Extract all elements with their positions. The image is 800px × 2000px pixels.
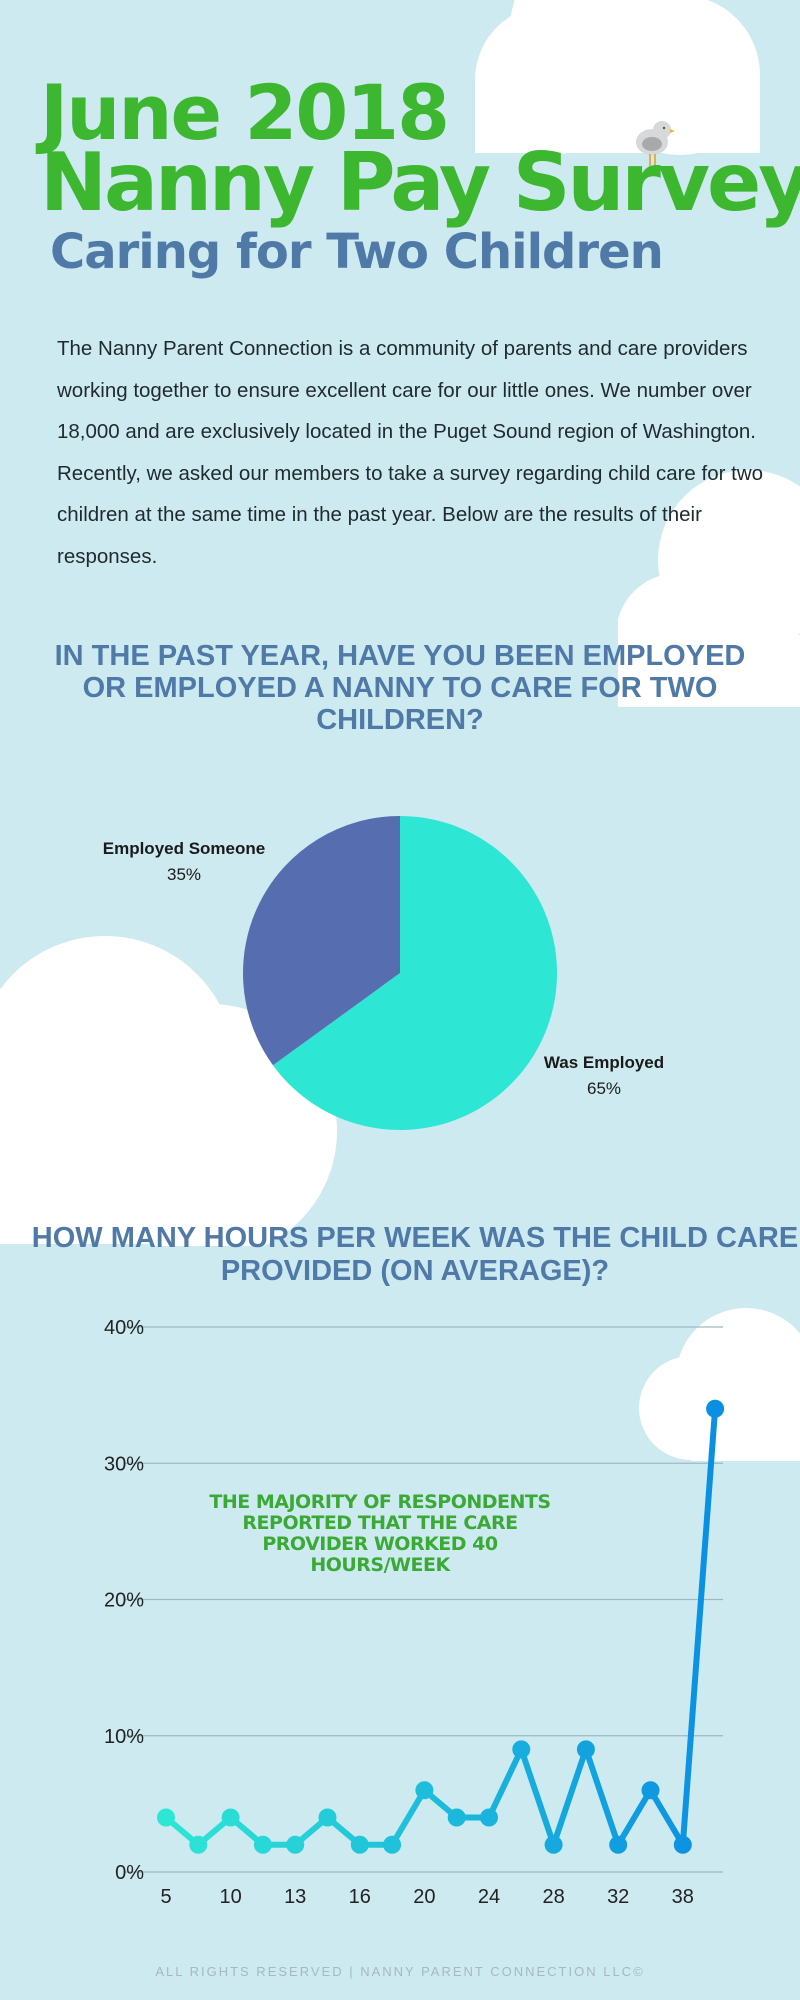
x-tick-label: 16: [349, 1886, 371, 1908]
data-point: [480, 1808, 498, 1827]
x-tick-label: 38: [672, 1886, 694, 1908]
data-point: [350, 1835, 369, 1854]
cloud-chart-right: [639, 1308, 800, 1461]
y-tick-label: 40%: [104, 1317, 144, 1339]
pie-label-value: 65%: [586, 1079, 622, 1098]
x-tick-label: 5: [160, 1886, 171, 1908]
chart-annotation: THE MAJORITY OF RESPONDENTS REPORTED THA…: [209, 1491, 551, 1576]
x-tick-label: 28: [542, 1886, 564, 1908]
pie-label-name: Employed Someone: [102, 839, 266, 858]
data-point: [673, 1835, 692, 1854]
cloud-top-right: [475, 0, 760, 155]
data-point: [544, 1835, 563, 1854]
y-tick-label: 20%: [104, 1590, 144, 1612]
x-tick-label: 24: [478, 1886, 500, 1908]
x-tick-label: 10: [219, 1886, 241, 1908]
x-tick-label: 13: [284, 1886, 306, 1908]
data-point: [641, 1781, 660, 1800]
pie-label-value: 35%: [166, 865, 202, 884]
data-point: [706, 1399, 725, 1418]
series-line: [164, 1408, 719, 1848]
data-point: [157, 1808, 175, 1827]
data-point: [221, 1808, 240, 1827]
data-point: [318, 1808, 337, 1827]
data-point: [415, 1781, 434, 1800]
cloud-right-middle: [618, 470, 800, 707]
pie-chart-title: IN THE PAST YEAR, HAVE YOU BEEN EMPLOYED…: [54, 640, 746, 736]
pie-slice-employed-someone: [243, 816, 400, 1066]
pie-label-name: Was Employed: [543, 1053, 665, 1072]
data-point: [189, 1835, 208, 1854]
intro-paragraph: The Nanny Parent Connection is a communi…: [57, 337, 764, 568]
line-chart: 0% 10% 20% 30% 40% 5 10 13 16 20 24 28 32 38: [104, 1317, 725, 1908]
pie-label-was-employed: Was Employed 65%: [494, 1050, 714, 1102]
x-tick-label: 32: [607, 1886, 629, 1908]
data-point: [512, 1740, 531, 1759]
y-tick-label: 0%: [115, 1862, 144, 1884]
data-point: [576, 1740, 595, 1759]
bird-icon: [636, 121, 675, 168]
data-point: [447, 1808, 466, 1827]
data-point: [609, 1835, 628, 1854]
line-chart-title: HOW MANY HOURS PER WEEK WAS THE CHILD CA…: [31, 1222, 799, 1287]
pie-label-employed-someone: Employed Someone 35%: [74, 836, 294, 888]
subtitle: Caring for Two Children: [50, 224, 664, 280]
data-point: [286, 1835, 305, 1854]
x-tick-label: 20: [413, 1886, 435, 1908]
title-survey: Nanny Pay Survey: [40, 136, 800, 229]
pie-chart: [243, 815, 558, 1130]
y-tick-label: 10%: [104, 1726, 144, 1748]
data-point: [253, 1835, 272, 1854]
data-point: [383, 1835, 402, 1854]
title-date: June 2018: [40, 68, 450, 157]
footer-copyright: ALL RIGHTS RESERVED | NANNY PARENT CONNE…: [155, 1964, 645, 1979]
pie-slice-was-employed: [272, 815, 558, 1130]
y-tick-label: 30%: [104, 1453, 144, 1475]
